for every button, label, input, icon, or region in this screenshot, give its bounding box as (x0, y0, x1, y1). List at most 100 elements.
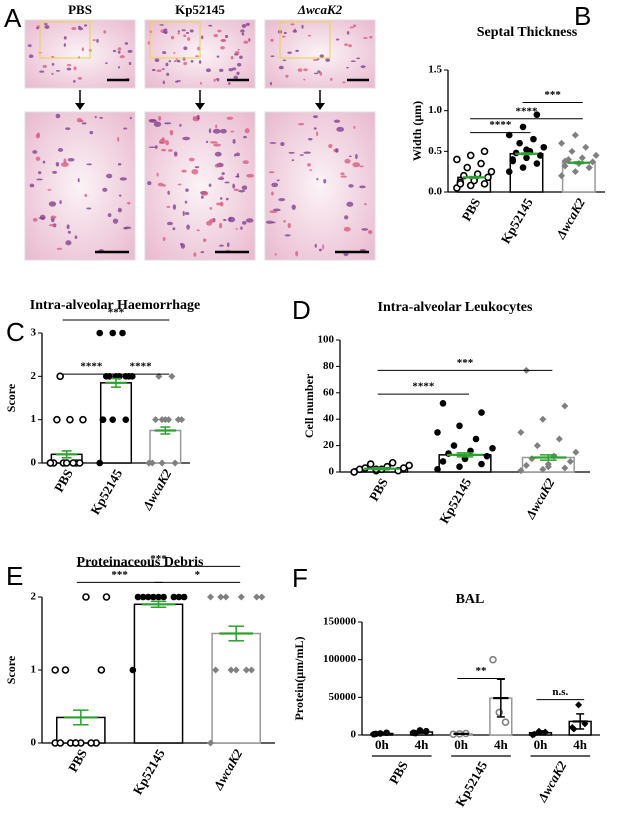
cell (342, 81, 346, 84)
data-point (222, 593, 230, 601)
cell (39, 70, 45, 73)
cell (183, 61, 188, 66)
cell (86, 207, 92, 210)
cell (184, 211, 190, 215)
data-point (480, 180, 489, 188)
cell (177, 30, 181, 33)
cell (165, 140, 170, 146)
data-point (558, 172, 566, 180)
x-tick-label: 0h (454, 737, 469, 752)
cell (238, 189, 246, 193)
data-point (165, 416, 173, 424)
cell (287, 222, 291, 229)
cell (193, 252, 197, 257)
arrow-head (195, 103, 205, 110)
cell (213, 78, 216, 82)
significance-label: **** (489, 119, 512, 131)
data-point (180, 593, 188, 601)
cell (102, 187, 108, 192)
cell (225, 197, 229, 201)
x-tick-label: PBS (65, 746, 90, 774)
data-point (232, 666, 240, 674)
cell (35, 156, 41, 161)
x-tick-label: ΔwcaK2 (552, 195, 588, 242)
cell (220, 46, 225, 50)
data-point (487, 167, 496, 176)
data-point (56, 739, 65, 747)
cell (292, 29, 298, 33)
cell (124, 42, 129, 45)
cell (57, 148, 64, 152)
panel-letter: B (574, 1, 591, 31)
panel-letter: C (6, 317, 25, 347)
cell (303, 78, 306, 81)
cell (154, 145, 158, 149)
data-point (519, 123, 527, 131)
cell (200, 195, 204, 199)
x-tick-label: PBS (366, 475, 391, 503)
cell (233, 188, 239, 192)
cell (172, 227, 176, 231)
cell (153, 121, 162, 127)
data-point (82, 593, 90, 601)
cell (335, 38, 340, 41)
data-point (79, 415, 87, 424)
cell (361, 228, 369, 231)
cell (175, 80, 179, 83)
data-point (61, 666, 70, 674)
cell (234, 153, 237, 157)
y-tick-label: 0.5 (428, 145, 442, 157)
cell (117, 207, 122, 213)
cell (276, 179, 280, 182)
data-point (71, 739, 80, 747)
data-point (561, 464, 569, 472)
cell (235, 175, 240, 178)
cell (161, 148, 167, 152)
y-axis-label: Width (μm) (410, 101, 424, 161)
data-point (227, 666, 235, 674)
cell (157, 182, 164, 187)
cell (77, 25, 81, 29)
data-point (592, 151, 600, 159)
cell (353, 24, 357, 28)
panel-letter: F (292, 563, 308, 593)
cell (92, 39, 96, 41)
cell (243, 40, 249, 44)
cell (208, 218, 215, 223)
cell (182, 210, 185, 217)
cell (278, 197, 286, 202)
cell (281, 35, 286, 38)
cell (291, 159, 295, 162)
bar (99, 382, 133, 464)
significance-label: **** (412, 381, 435, 393)
cell (271, 182, 279, 188)
cell (242, 160, 249, 165)
cell (269, 210, 278, 214)
cell (295, 250, 299, 257)
cell (196, 229, 200, 232)
cell (291, 204, 296, 210)
cell (242, 220, 247, 225)
x-tick-label: Kp52145 (436, 475, 474, 526)
cell (295, 49, 299, 53)
cell (313, 127, 317, 130)
cell (66, 224, 70, 230)
data-point (217, 593, 225, 601)
x-tick-label: Kp52145 (498, 195, 536, 246)
cell (340, 172, 345, 176)
y-tick-label: 20 (323, 439, 335, 451)
cell (225, 34, 229, 39)
data-point (439, 400, 447, 407)
bar (133, 603, 184, 744)
cell (66, 67, 72, 71)
cell (239, 55, 243, 59)
cell (367, 229, 373, 235)
y-tick-label: 100 (318, 334, 335, 346)
cell (209, 141, 218, 144)
cell (243, 135, 247, 139)
cell (241, 24, 247, 28)
cell (336, 126, 345, 132)
cell (162, 51, 167, 55)
cell (236, 71, 240, 76)
cell (36, 178, 43, 181)
